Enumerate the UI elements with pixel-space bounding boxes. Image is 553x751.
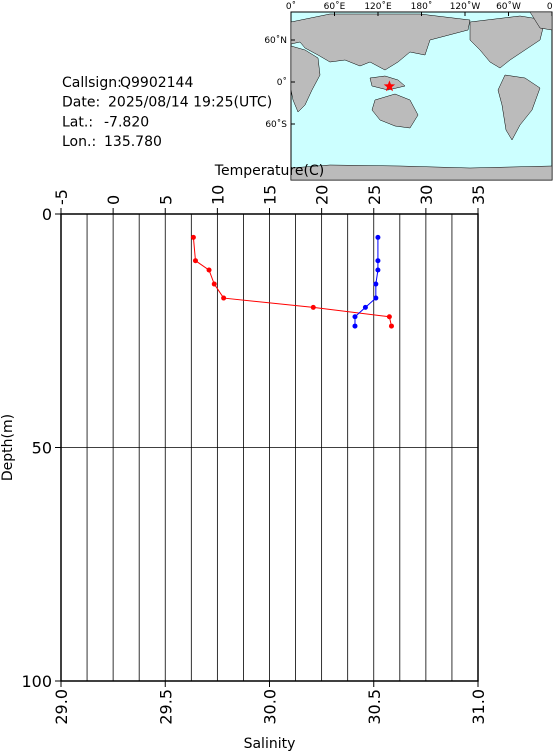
location-marker	[383, 80, 396, 92]
profile-point	[386, 314, 392, 320]
map: 0˚ 60˚E 120˚E 180˚ 120˚W 60˚W 0˚ 60˚N 0˚ 60˚S	[264, 1, 553, 181]
info: Callsign:Q9902144 Date: 2025/08/14 19:25(U…	[62, 75, 272, 150]
map-lat-label: 0˚	[277, 77, 287, 88]
x2-tick-label: 30.5	[365, 689, 384, 725]
x-tick-label: -5	[52, 189, 71, 205]
info-label: Callsign:	[62, 75, 122, 91]
map-lon-label: 120˚W	[450, 1, 481, 12]
profile-point	[375, 234, 381, 240]
map-lon-label: 120˚E	[364, 1, 392, 12]
profile-point	[373, 295, 379, 301]
y-tick-label: 0	[42, 205, 52, 224]
profile-point	[192, 258, 198, 264]
profile-point	[190, 234, 196, 240]
map-lon-label: 60˚E	[324, 1, 346, 12]
x-tick-label: 25	[365, 185, 384, 205]
profile-point	[352, 323, 358, 329]
map-lon-label: 60˚W	[496, 1, 521, 12]
info-value: 135.780	[104, 134, 162, 150]
x-axis-title: Temperature(C)	[214, 163, 324, 179]
x2-tick-label: 30.0	[261, 689, 280, 725]
map-lon-label: 0˚	[286, 1, 296, 12]
x-tick-label: 5	[156, 195, 175, 205]
profile-line	[192, 237, 392, 327]
profile-point	[221, 295, 227, 301]
map-land	[290, 11, 553, 181]
map-lon-label: 0˚	[547, 1, 553, 12]
x2-axis-title: Salinity	[244, 736, 296, 751]
info-value: -7.820	[104, 114, 149, 130]
x-tick-label: 10	[208, 185, 227, 205]
map-lat-label: 60˚N	[264, 35, 287, 46]
profile-point	[211, 281, 217, 287]
x2-tick-label: 29.5	[156, 689, 175, 725]
y-tick-label: 100	[21, 672, 52, 691]
profile-point	[206, 267, 212, 273]
info-value: Q9902144	[120, 75, 193, 91]
x-tick-label: 15	[261, 185, 280, 205]
x-tick-label: 30	[417, 185, 436, 205]
info-label: Date:	[62, 95, 100, 111]
x-tick-label: 20	[313, 185, 332, 205]
map-lat-label: 60˚S	[265, 119, 287, 130]
info-label: Lon.:	[62, 134, 96, 150]
info-label: Lat.:	[62, 114, 93, 130]
x2-tick-label: 31.0	[469, 689, 488, 725]
profile-point	[362, 304, 368, 310]
map-lon-label: 180˚	[411, 1, 433, 12]
y-tick-label: 50	[32, 439, 52, 458]
profile-point	[375, 258, 381, 264]
y-axis-title: Depth(m)	[0, 414, 16, 481]
x-tick-label: 35	[469, 185, 488, 205]
x2-tick-label: 29.0	[52, 689, 71, 725]
profile-point	[310, 304, 316, 310]
map-labels: 0˚ 60˚E 120˚E 180˚ 120˚W 60˚W 0˚ 60˚N 0˚ 60˚S	[264, 1, 553, 130]
x-tick-label: 0	[104, 195, 123, 205]
profile-point	[388, 323, 394, 329]
profile-point	[375, 267, 381, 273]
profile-point	[373, 281, 379, 287]
info-value: 2025/08/14 19:25(UTC)	[108, 95, 272, 111]
profile-point	[352, 314, 358, 320]
